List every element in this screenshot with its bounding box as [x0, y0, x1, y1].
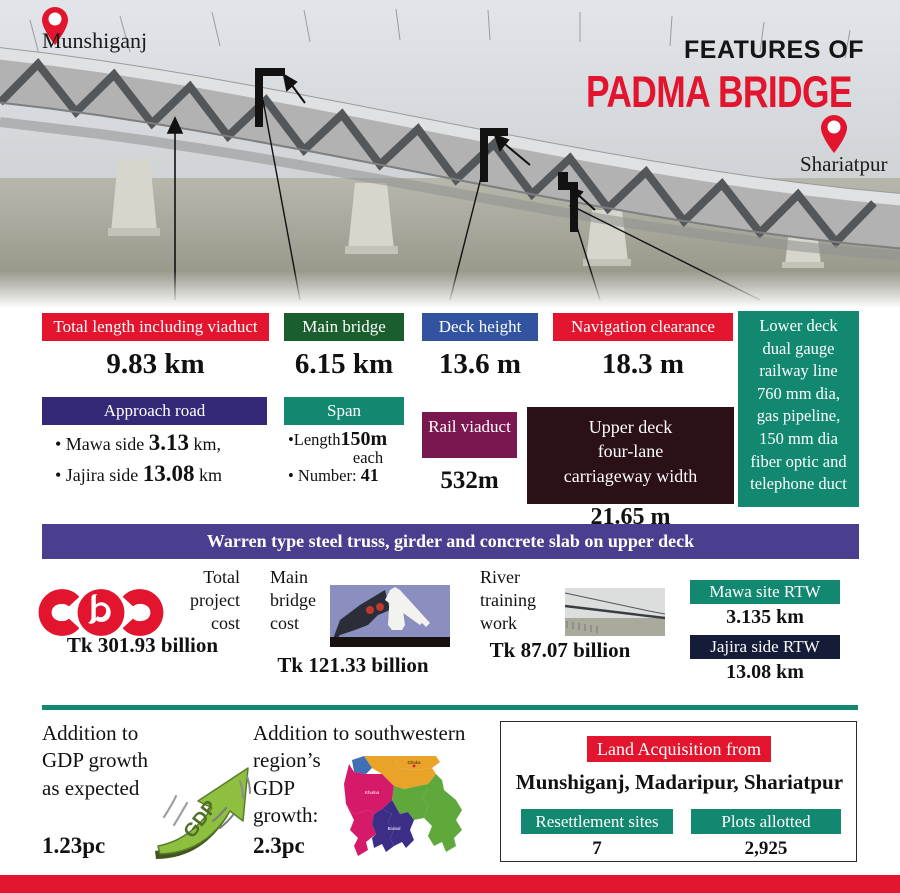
svg-text:Barisal: Barisal	[388, 826, 401, 831]
svg-text:Dhaka: Dhaka	[407, 760, 421, 765]
svg-text:Khulna: Khulna	[365, 790, 380, 795]
